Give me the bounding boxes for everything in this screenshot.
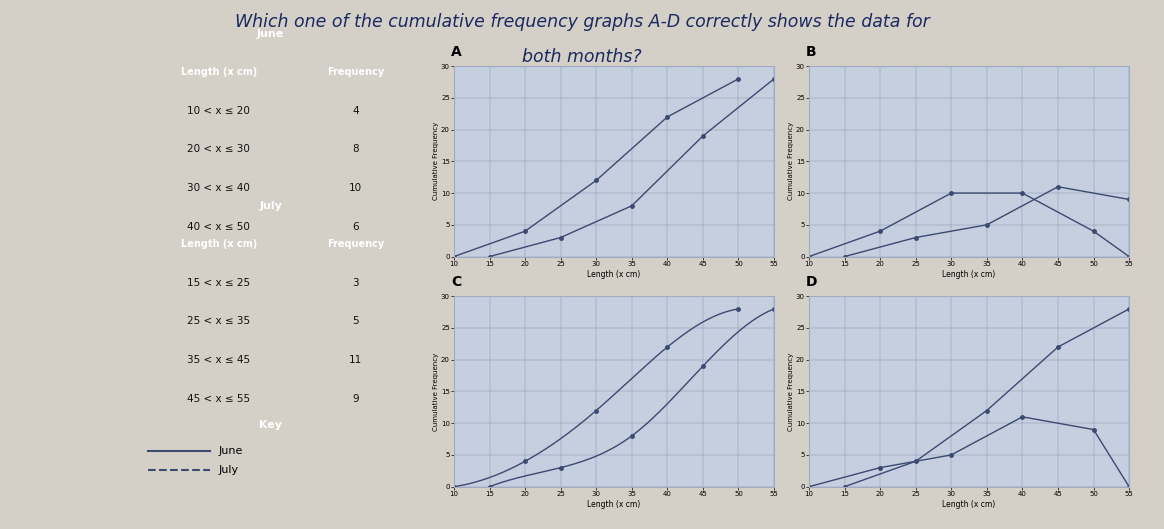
Text: 15 < x ≤ 25: 15 < x ≤ 25 [187,278,250,288]
Text: 8: 8 [353,144,359,154]
Text: Frequency: Frequency [327,67,384,77]
Text: D: D [805,275,817,289]
Text: 45 < x ≤ 55: 45 < x ≤ 55 [187,394,250,404]
Text: 4: 4 [353,106,359,116]
X-axis label: Length (x cm): Length (x cm) [588,269,640,278]
Text: July: July [260,200,282,211]
Text: 10 < x ≤ 20: 10 < x ≤ 20 [187,106,250,116]
Text: 35 < x ≤ 45: 35 < x ≤ 45 [187,355,250,365]
Text: 9: 9 [353,394,359,404]
Text: C: C [450,275,461,289]
Text: Length (x cm): Length (x cm) [180,67,257,77]
Text: 5: 5 [353,316,359,326]
Text: both months?: both months? [523,48,641,66]
Text: June: June [219,446,243,457]
X-axis label: Length (x cm): Length (x cm) [943,269,995,278]
Text: 6: 6 [353,222,359,232]
Y-axis label: Cumulative Frequency: Cumulative Frequency [433,122,439,200]
Text: 40 < x ≤ 50: 40 < x ≤ 50 [187,222,250,232]
X-axis label: Length (x cm): Length (x cm) [943,499,995,508]
Text: A: A [450,44,461,59]
Text: 20 < x ≤ 30: 20 < x ≤ 30 [187,144,250,154]
Text: Length (x cm): Length (x cm) [180,239,257,249]
Text: 25 < x ≤ 35: 25 < x ≤ 35 [187,316,250,326]
Text: B: B [805,44,816,59]
Text: 30 < x ≤ 40: 30 < x ≤ 40 [187,183,250,193]
Text: Frequency: Frequency [327,239,384,249]
Text: June: June [257,29,284,39]
X-axis label: Length (x cm): Length (x cm) [588,499,640,508]
Text: Key: Key [260,419,282,430]
Y-axis label: Cumulative Frequency: Cumulative Frequency [433,352,439,431]
Text: Which one of the cumulative frequency graphs A-D correctly shows the data for: Which one of the cumulative frequency gr… [235,13,929,31]
Y-axis label: Cumulative Frequency: Cumulative Frequency [788,122,794,200]
Text: July: July [219,466,239,476]
Text: 3: 3 [353,278,359,288]
Y-axis label: Cumulative Frequency: Cumulative Frequency [788,352,794,431]
Text: 10: 10 [349,183,362,193]
Text: 11: 11 [349,355,362,365]
